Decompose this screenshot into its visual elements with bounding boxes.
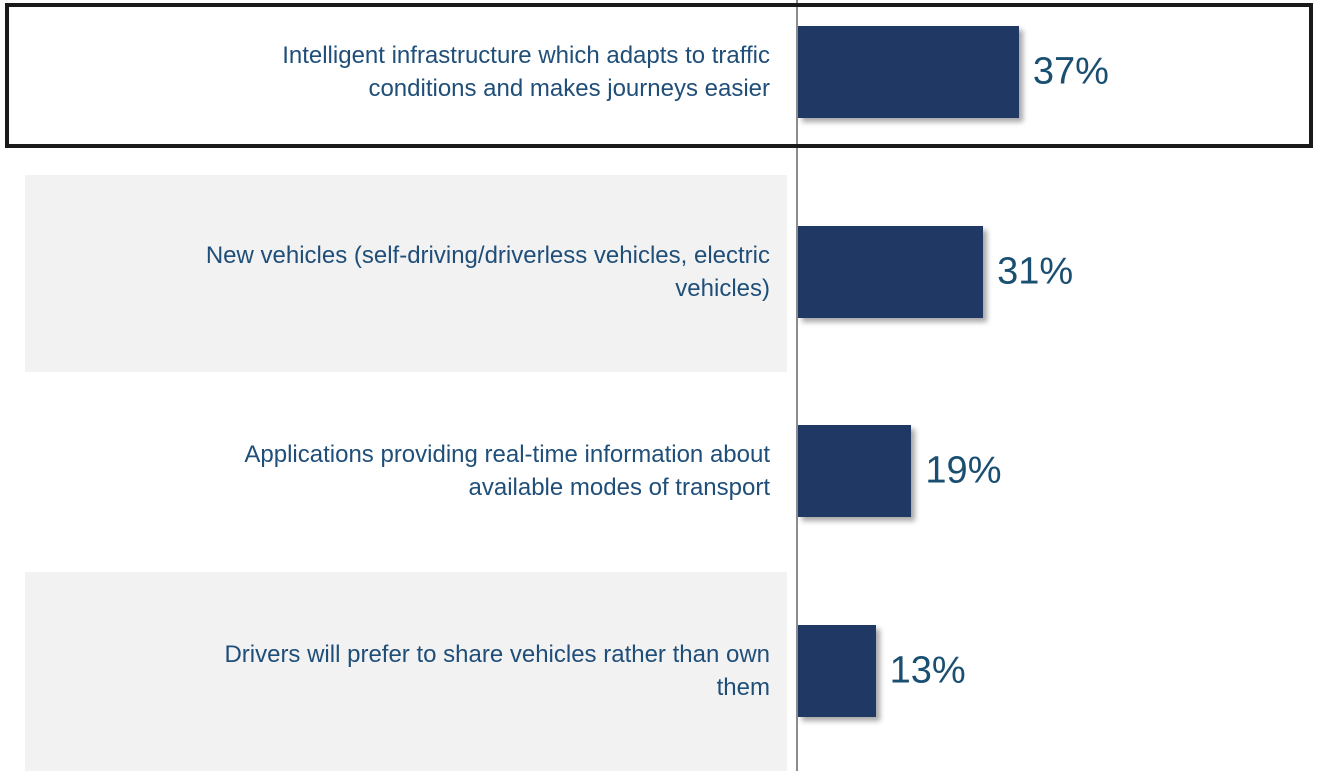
bar	[798, 625, 876, 717]
category-label: Drivers will prefer to share vehicles ra…	[224, 641, 770, 701]
value-label: 31%	[997, 250, 1074, 293]
highlight-box	[5, 3, 1313, 148]
category-label: Intelligent infrastructure which adapts …	[282, 42, 770, 102]
bar	[798, 226, 984, 318]
category-label: Applications providing real-time informa…	[244, 441, 770, 501]
value-label: 19%	[925, 449, 1002, 492]
category-label: New vehicles (self-driving/driverless ve…	[205, 242, 770, 302]
value-label: 37%	[1032, 50, 1109, 93]
axis-line	[796, 0, 798, 771]
value-label: 13%	[889, 649, 966, 692]
row-background	[25, 572, 787, 771]
bar	[798, 425, 912, 517]
bar	[798, 26, 1019, 118]
row-background	[25, 175, 787, 372]
